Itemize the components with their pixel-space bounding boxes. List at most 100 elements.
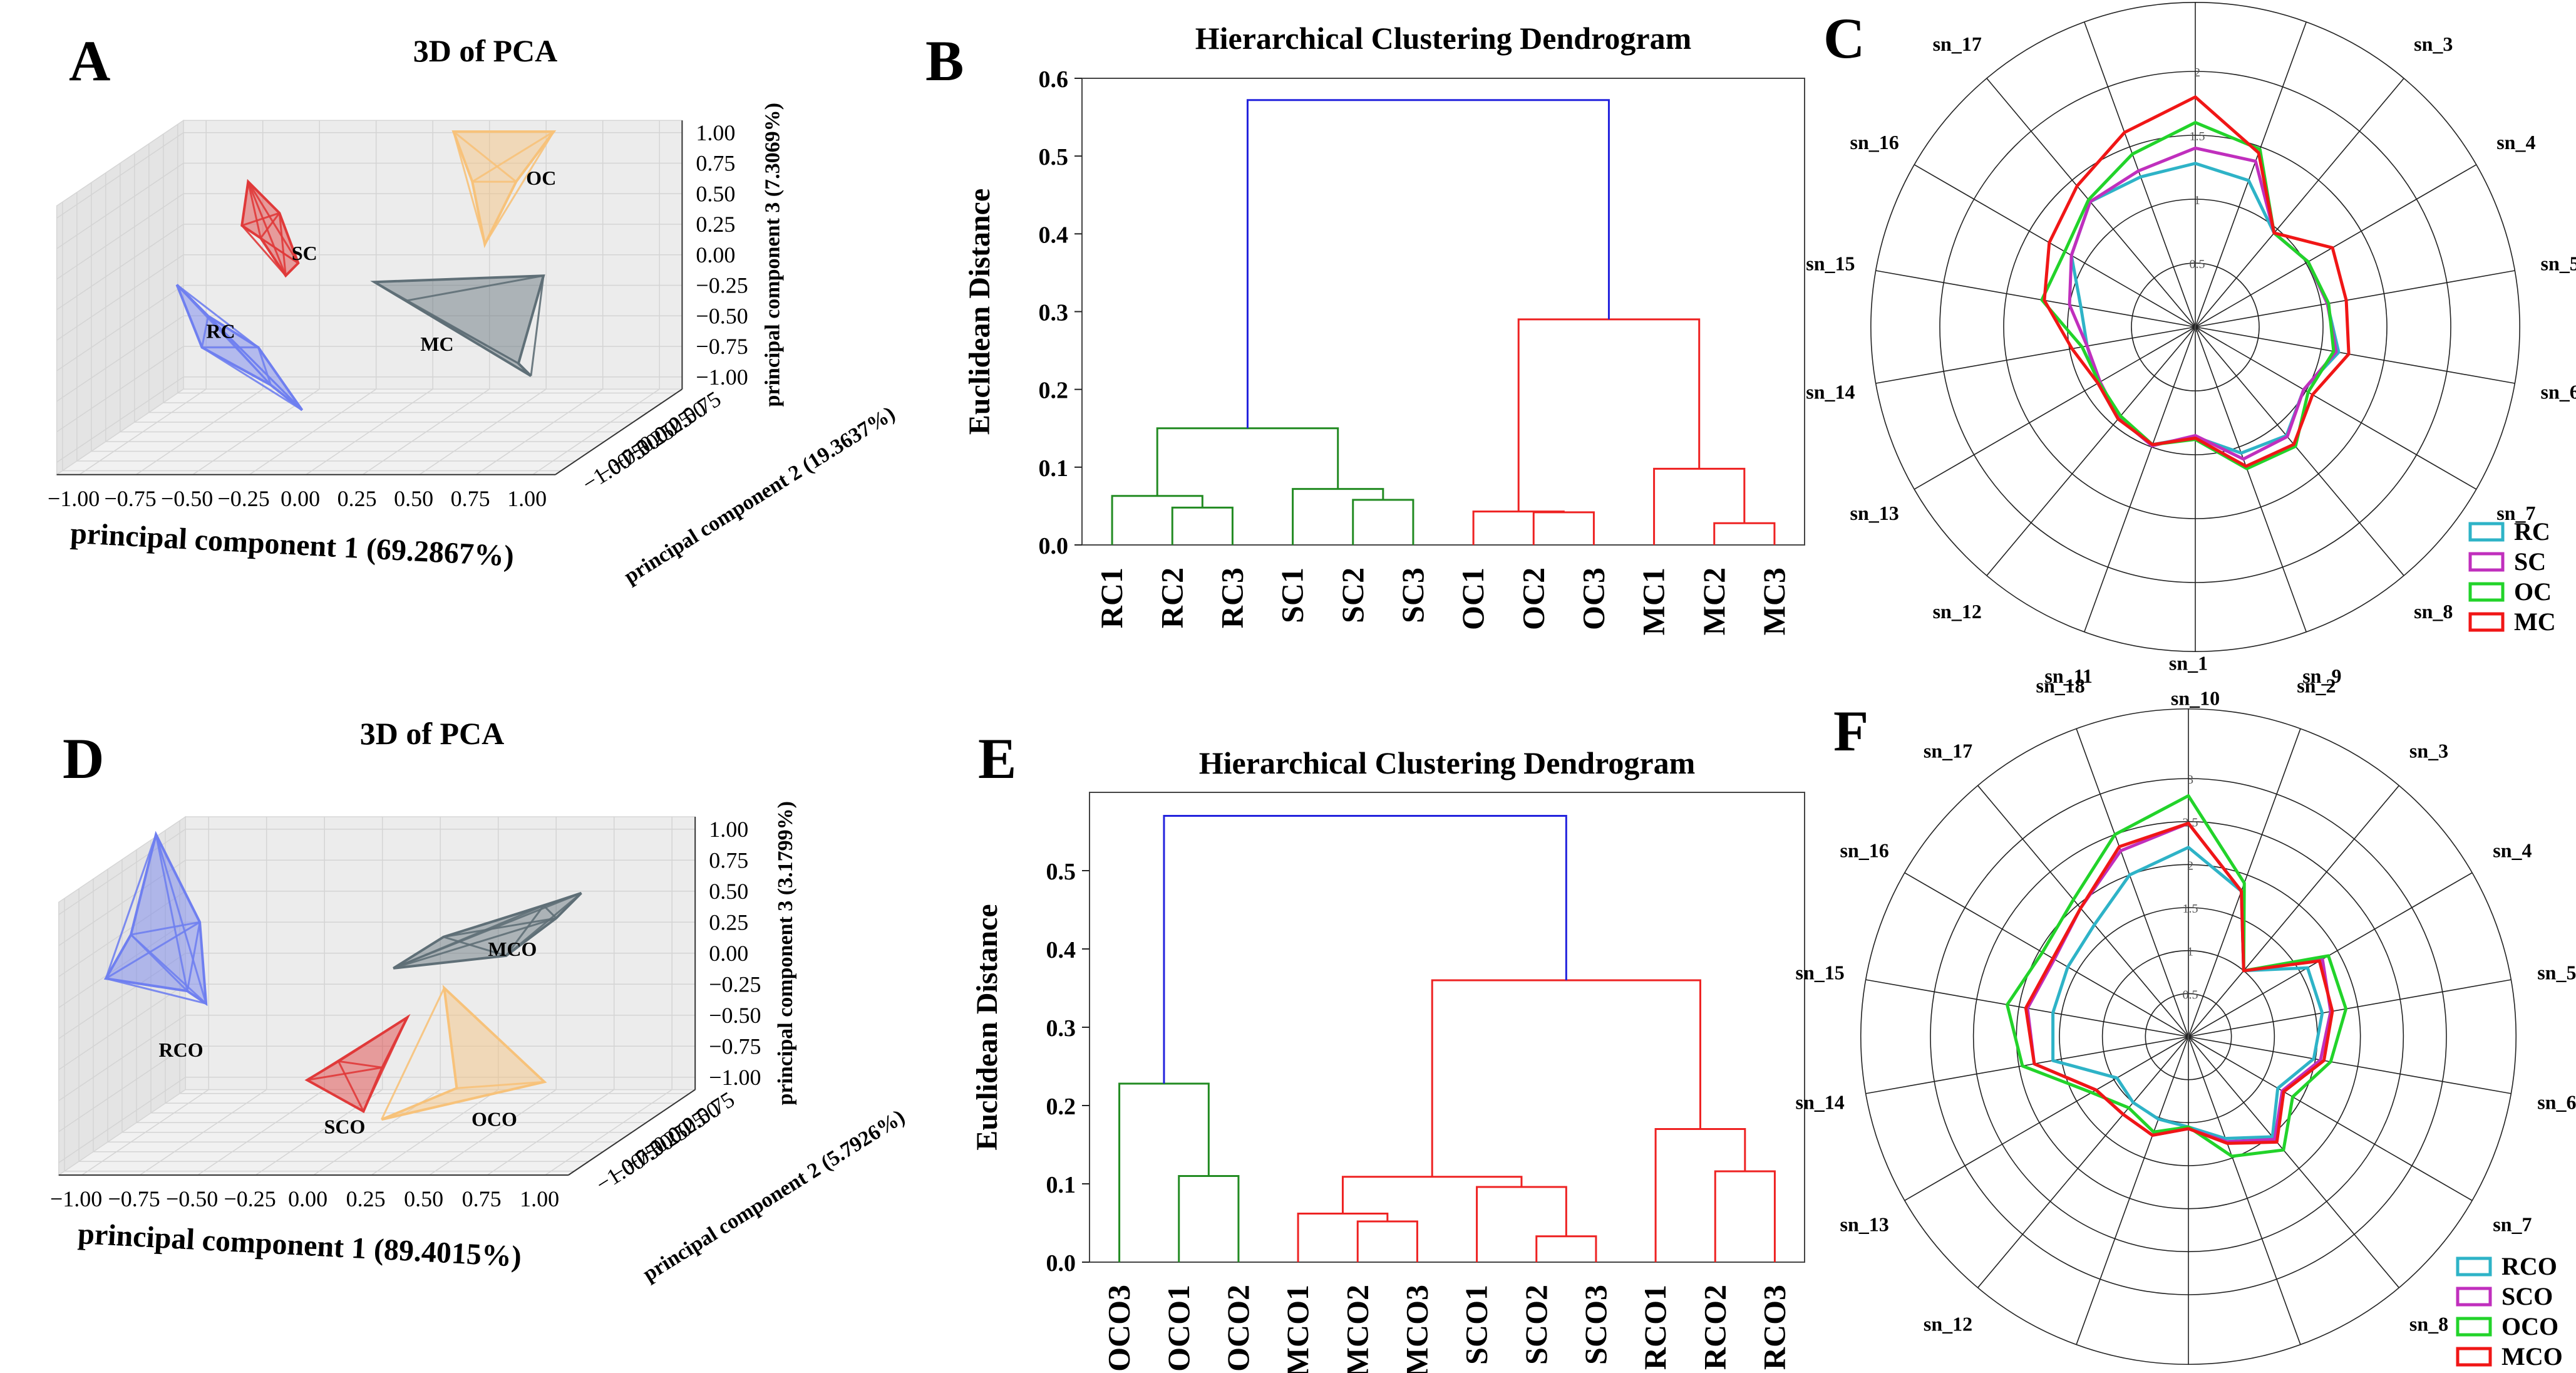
cluster-edge: [240, 181, 249, 226]
radar-axis-label-sn-2: sn_2: [2297, 675, 2336, 697]
cluster-label-oc: OC: [526, 167, 556, 189]
legend-swatch-sco: [2456, 1287, 2492, 1307]
leaf-label-sc3: SC3: [1395, 567, 1430, 623]
cluster-edge: [471, 130, 555, 183]
radar-spoke: [2188, 794, 2277, 1037]
radar-tick-label: 0: [2187, 1031, 2193, 1045]
cluster-edge: [186, 921, 201, 992]
legend-swatch-rco: [2456, 1256, 2492, 1277]
radar-spoke-outer: [2416, 164, 2477, 200]
leaf-label-mc1: MC1: [1636, 567, 1671, 635]
cluster-rc: RC: [175, 284, 304, 412]
z-tick-label: 0.75: [696, 151, 735, 176]
radar-tick-label: 1.5: [2190, 130, 2205, 143]
radar-spoke-outer: [2442, 1080, 2512, 1094]
radar-spoke: [2195, 199, 2417, 328]
cluster-edge: [105, 921, 200, 980]
x-tick-label: −1.00: [48, 486, 100, 511]
cluster-edge: [207, 315, 303, 411]
radar-spoke-outer: [2076, 728, 2101, 795]
radar-series-mc: [2043, 95, 2351, 468]
radar-axis-label-sn-9: sn_9: [2302, 665, 2341, 687]
radar-spoke-outer: [2084, 21, 2109, 87]
leaf-label-oco2: OCO2: [1220, 1285, 1255, 1372]
leaf-label-rco2: RCO2: [1697, 1285, 1732, 1370]
grid-line: [532, 388, 660, 475]
radar-axis-label-sn-12: sn_12: [1933, 600, 1982, 623]
radar-spoke: [1974, 326, 2196, 455]
cluster-edge: [278, 212, 287, 276]
y-tick-label: 0.5: [1046, 859, 1076, 885]
dendrogram-link: [1654, 1128, 1746, 1262]
radar-spoke: [1944, 326, 2196, 372]
radar-axis-label-sn-11: sn_11: [2044, 665, 2092, 687]
cluster-edge: [363, 1017, 408, 1112]
dendrogram-panel-e: Hierarchical Clustering Dendrogram 0.0 0.1…: [971, 745, 1805, 1373]
cluster-label-rco: RCO: [159, 1039, 204, 1061]
radar-spoke-outer: [2411, 1165, 2473, 1201]
radar-spoke-outer: [2416, 454, 2477, 490]
leaf-label-rco3: RCO3: [1756, 1285, 1791, 1370]
cluster-edge: [337, 1017, 408, 1062]
leaf-label-rc3: RC3: [1214, 567, 1249, 628]
x-tick-label: 1.00: [520, 1186, 559, 1211]
legend-label-sco: SCO: [2501, 1282, 2553, 1310]
radar-spoke: [2022, 838, 2189, 1037]
radar-spoke-outer: [1977, 785, 2023, 839]
y-tick-label: 0.6: [1039, 66, 1069, 93]
y-axis-label: Euclidean Distance: [971, 904, 1004, 1150]
leaf-label-rco1: RCO1: [1637, 1285, 1672, 1370]
cluster-edge: [130, 934, 188, 992]
chart-title: 3D of PCA: [360, 716, 505, 751]
legend-swatch-mc: [2468, 612, 2505, 632]
radar-spoke: [2188, 1036, 2413, 1166]
legend-swatch-oc: [2468, 582, 2505, 602]
radar-axis-label-sn-6: sn_6: [2537, 1091, 2576, 1114]
radar-spoke: [1934, 1036, 2189, 1082]
dendrogram-link: [1118, 1082, 1210, 1262]
panel-label-f: F: [1833, 699, 1868, 763]
radar-axis-label-sn-16: sn_16: [1850, 131, 1899, 153]
radar-spoke-outer: [1977, 1234, 2023, 1288]
legend-label-sc: SC: [2514, 547, 2546, 576]
x-tick-label: 0.75: [462, 1186, 502, 1211]
radar-axis-label-sn-15: sn_15: [1806, 252, 1855, 274]
radar-spoke: [2195, 282, 2447, 328]
cluster-edge: [484, 131, 555, 245]
leaf-label-rc1: RC1: [1094, 567, 1129, 628]
radar-axis-label-sn-18: sn_18: [2036, 675, 2085, 697]
cluster-edge: [443, 917, 557, 938]
radar-axis-label-sn-5: sn_5: [2537, 961, 2576, 983]
z-tick-label: 1.00: [709, 817, 748, 842]
cluster-edge: [241, 224, 299, 264]
radar-tick-label: 3: [2187, 773, 2193, 787]
cluster-label-sc: SC: [292, 242, 317, 264]
radar-spoke-outer: [1904, 872, 1965, 908]
legend-label-mc: MC: [2514, 608, 2556, 636]
radar-axis-label-sn-12: sn_12: [1924, 1313, 1972, 1335]
dendrogram-link: [1163, 815, 1567, 1084]
radar-spoke: [2195, 86, 2284, 328]
y-axis-label: Euclidean Distance: [963, 189, 996, 435]
radar-spoke: [2195, 130, 2360, 328]
dendrogram-link: [1653, 467, 1746, 545]
y-tick-label: 0.1: [1046, 1172, 1076, 1198]
cluster-sc: SC: [240, 179, 317, 278]
panel-label-d: D: [63, 727, 104, 790]
radar-axis-label-sn-5: sn_5: [2540, 252, 2576, 274]
x-tick-label: 1.00: [507, 486, 547, 511]
x-axis-label: principal component 1 (69.2867%): [70, 517, 515, 573]
radar-spoke-outer: [2359, 78, 2404, 132]
dendrogram-link: [1472, 510, 1565, 545]
x-tick-label: −1.00: [50, 1186, 102, 1211]
cluster-edge: [453, 130, 517, 183]
radar-spoke: [2022, 1036, 2189, 1235]
dendrogram-link: [1476, 1186, 1567, 1262]
radar-spoke: [2188, 838, 2355, 1037]
radar-spoke-outer: [1875, 270, 1944, 283]
grid-line: [429, 1089, 557, 1176]
grid-line: [371, 1089, 499, 1176]
radar-spoke: [2031, 130, 2196, 328]
radar-spoke: [2195, 326, 2447, 372]
cluster-label-oco: OCO: [471, 1107, 517, 1130]
